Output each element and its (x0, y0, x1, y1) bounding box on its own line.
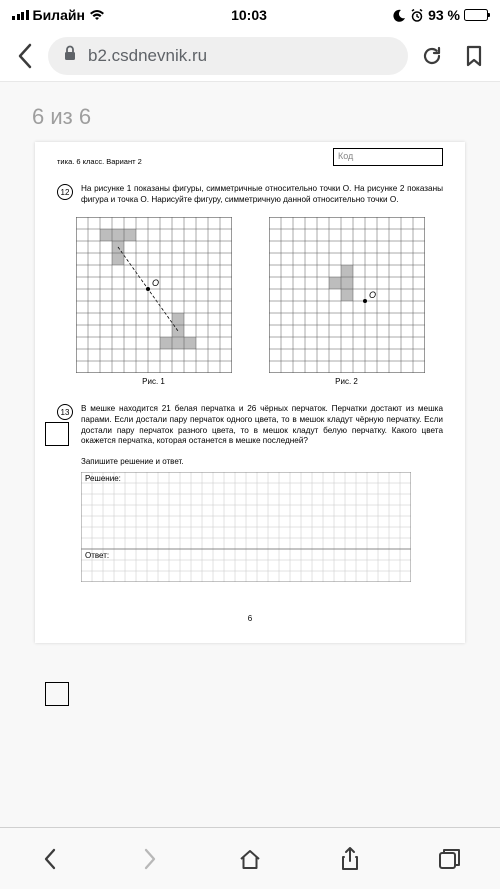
task-13-instruction: Запишите решение и ответ. (81, 457, 443, 466)
carrier-label: Билайн (33, 7, 85, 23)
nav-forward-button[interactable] (128, 837, 172, 881)
figure-1-grid: O (76, 217, 232, 373)
alarm-icon (410, 9, 424, 22)
svg-text:O: O (152, 278, 159, 288)
reload-button[interactable] (416, 40, 448, 72)
svg-text:O: O (369, 290, 376, 300)
nav-actions (416, 40, 490, 72)
task-12: 12 На рисунке 1 показаны фигуры, симметр… (57, 184, 443, 205)
task-12-answer-box (45, 422, 69, 446)
document-viewport[interactable]: 6 из 6 тика. 6 класс. Вариант 2 Код 12 Н… (0, 82, 500, 827)
wifi-icon (89, 9, 105, 21)
home-button[interactable] (228, 837, 272, 881)
solution-area: Решение: Ответ: (81, 472, 443, 584)
figure-2-label: Рис. 2 (335, 377, 358, 386)
svg-text:Решение:: Решение: (85, 474, 121, 483)
browser-nav-bar: b2.csdnevnik.ru (0, 30, 500, 82)
document-page: тика. 6 класс. Вариант 2 Код 12 На рисун… (35, 142, 465, 643)
moon-icon (393, 9, 406, 22)
battery-icon (464, 9, 488, 21)
url-text: b2.csdnevnik.ru (88, 46, 207, 66)
solution-grid: Решение: Ответ: (81, 472, 411, 582)
task-13-answer-box (45, 682, 69, 706)
task-13-number: 13 (57, 404, 73, 420)
figure-1-label: Рис. 1 (142, 377, 165, 386)
back-button[interactable] (10, 43, 40, 69)
nav-back-button[interactable] (28, 837, 72, 881)
header-subtitle: тика. 6 класс. Вариант 2 (57, 157, 142, 166)
task-12-number: 12 (57, 184, 73, 200)
page-header: тика. 6 класс. Вариант 2 Код (57, 148, 443, 166)
bottom-toolbar (0, 827, 500, 889)
task-13-text: В мешке находится 21 белая перчатка и 26… (81, 404, 443, 447)
lock-icon (62, 44, 78, 67)
status-left: Билайн (12, 7, 105, 23)
task-13: 13 В мешке находится 21 белая перчатка и… (57, 404, 443, 447)
share-button[interactable] (328, 837, 372, 881)
status-right: 93 % (393, 7, 488, 23)
bookmark-button[interactable] (458, 40, 490, 72)
status-bar: Билайн 10:03 93 % (0, 0, 500, 30)
signal-icon (12, 10, 29, 20)
code-label: Код (338, 151, 353, 161)
page-number: 6 (57, 614, 443, 623)
clock: 10:03 (231, 7, 267, 23)
figures-row: O O (57, 217, 443, 373)
code-field: Код (333, 148, 443, 166)
battery-pct: 93 % (428, 7, 460, 23)
figure-2-grid: O (269, 217, 425, 373)
tabs-button[interactable] (428, 837, 472, 881)
figure-labels: Рис. 1 Рис. 2 (57, 377, 443, 386)
task-12-text: На рисунке 1 показаны фигуры, симметричн… (81, 184, 443, 205)
page-counter: 6 из 6 (32, 104, 91, 129)
page-counter-bar: 6 из 6 (0, 86, 500, 142)
address-bar[interactable]: b2.csdnevnik.ru (48, 37, 408, 75)
svg-text:Ответ:: Ответ: (85, 551, 109, 560)
